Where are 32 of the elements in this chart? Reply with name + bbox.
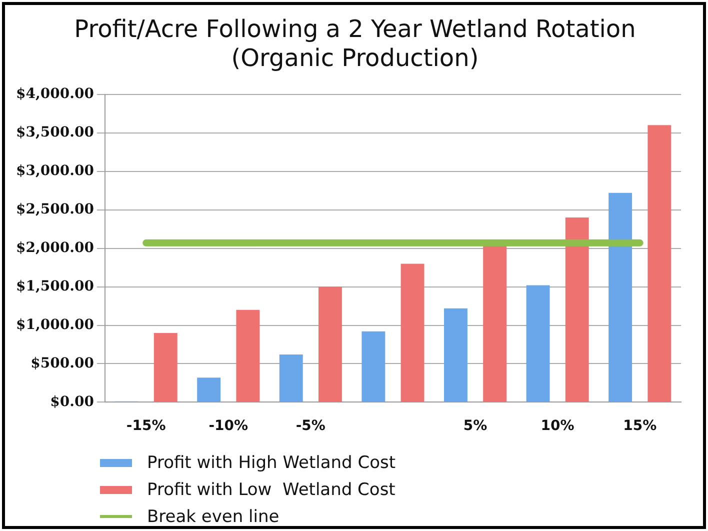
legend-label: Profit with High Wetland Cost (147, 452, 396, 472)
bar (565, 218, 589, 402)
bar (154, 332, 178, 402)
bar (400, 264, 424, 402)
x-tick-label: -5% (296, 418, 326, 434)
chart-title: Profit/Acre Following a 2 Year Wetland Rotation (Organic Production) (73, 15, 637, 73)
y-tick-label: $2,000.00 (16, 240, 94, 256)
bar (279, 354, 303, 402)
legend-label: Break even line (147, 506, 280, 526)
y-tick-label: $500.00 (30, 355, 94, 372)
x-tick-label: 10% (540, 418, 574, 434)
y-tick-label: $0.00 (50, 394, 94, 410)
bar (236, 310, 260, 402)
bar (318, 286, 342, 402)
y-tick-label: $3,500.00 (16, 124, 94, 141)
bar (526, 285, 550, 402)
x-tick-label: -10% (208, 418, 248, 434)
x-tick-label: 15% (623, 418, 657, 434)
bar (483, 245, 507, 402)
bar (444, 308, 468, 402)
y-tick-label: $1,000.00 (16, 316, 94, 333)
legend-label: Profit with Low Wetland Cost (147, 480, 396, 500)
bar (608, 192, 632, 402)
bar (362, 331, 386, 402)
y-tick-label: $1,500.00 (16, 278, 94, 294)
y-tick-label: $3,000.00 (16, 162, 94, 179)
y-tick-label: $2,500.00 (16, 201, 94, 218)
bar (197, 378, 221, 402)
x-tick-label: 5% (463, 418, 488, 434)
y-tick-label: $4,000.00 (16, 86, 94, 102)
bar (648, 125, 672, 402)
x-tick-label: -15% (126, 418, 166, 434)
